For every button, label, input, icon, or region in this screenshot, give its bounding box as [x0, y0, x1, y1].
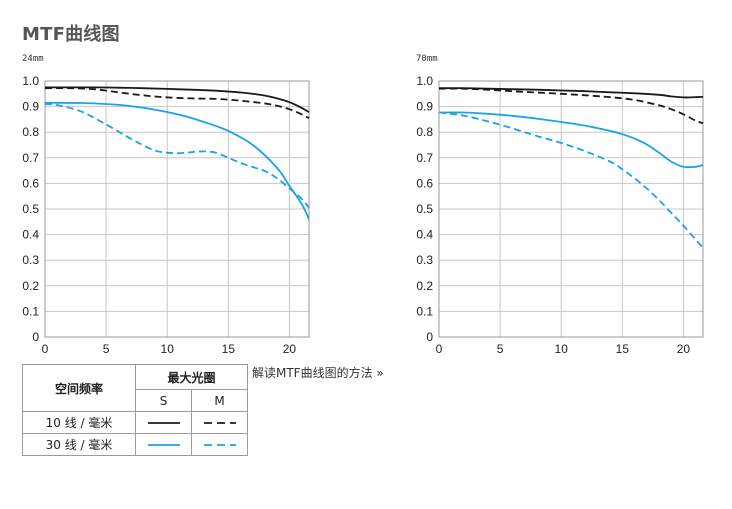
x-tick-label: 0 — [42, 342, 49, 356]
y-tick-label: 0.2 — [22, 279, 39, 293]
x-tick-label: 20 — [283, 342, 297, 356]
y-tick-label: 0.6 — [22, 176, 39, 190]
legend-row-10lp: 10 线 / 毫米 — [22, 411, 136, 434]
y-tick-label: 0 — [32, 330, 39, 344]
legend-sagittal-header: S — [135, 389, 192, 412]
x-tick-label: 5 — [103, 342, 110, 356]
x-tick-label: 15 — [222, 342, 236, 356]
page-title: MTF曲线图 — [22, 24, 120, 45]
x-tick-label: 5 — [497, 342, 504, 356]
x-tick-label: 10 — [555, 342, 569, 356]
y-tick-label: 0.4 — [416, 228, 433, 242]
y-tick-label: 1.0 — [416, 74, 433, 88]
y-tick-label: 0.5 — [22, 202, 39, 216]
y-tick-label: 0.3 — [22, 253, 39, 267]
y-tick-label: 0.1 — [416, 304, 433, 318]
series-line-10lp-s — [45, 86, 310, 113]
legend-sample-10-m — [191, 411, 248, 434]
y-tick-label: 0.2 — [416, 279, 433, 293]
series-line-30lp-m — [438, 111, 704, 249]
x-tick-label: 10 — [161, 342, 175, 356]
legend-sample-10-s — [135, 411, 192, 434]
mtf-chart-24mm: 24mm 0 0.1 0.2 0.3 0.4 0.5 0.6 0.7 0.8 0.9 1.0 0 5 10 1… — [22, 54, 310, 356]
y-tick-label: 1.0 — [22, 74, 39, 88]
x-tick-label: 15 — [616, 342, 630, 356]
plot-frame — [44, 80, 310, 338]
y-tick-label: 0.6 — [416, 176, 433, 190]
mtf-explain-link[interactable]: 解读MTF曲线图的方法 » — [252, 366, 384, 380]
y-tick-label: 0.7 — [416, 151, 433, 165]
y-tick-label: 0.9 — [22, 100, 39, 114]
legend-table: 空间频率 最大光圈 S M 10 线 / 毫米 30 线 / 毫米 — [22, 364, 248, 456]
y-tick-label: 0.7 — [22, 151, 39, 165]
series-line-30lp-s — [438, 111, 704, 169]
legend-aperture-header: 最大光圈 — [135, 364, 248, 390]
legend-row-30lp: 30 线 / 毫米 — [22, 433, 136, 456]
y-tick-label: 0.3 — [416, 253, 433, 267]
series-line-10lp-s — [438, 87, 704, 99]
plot-frame — [438, 80, 704, 338]
series-line-30lp-s — [44, 101, 310, 220]
y-tick-label: 0.1 — [22, 304, 39, 318]
legend-sample-30-m — [191, 433, 248, 456]
legend-meridional-header: M — [191, 389, 248, 412]
y-tick-label: 0.8 — [416, 125, 433, 139]
series-line-10lp-m — [438, 87, 704, 125]
chart-title: 24mm — [22, 54, 44, 64]
legend-freq-header: 空间频率 — [22, 364, 136, 412]
y-tick-label: 0.9 — [416, 100, 433, 114]
mtf-chart-70mm: 70mm 0 0.1 0.2 0.3 0.4 0.5 0.6 0.7 0.8 0.9 1.0 0 5 10 1… — [416, 54, 704, 356]
y-tick-label: 0 — [426, 330, 433, 344]
series-line-10lp-m — [44, 87, 310, 119]
chart-title: 70mm — [416, 54, 438, 64]
x-tick-label: 0 — [436, 342, 443, 356]
y-tick-label: 0.5 — [416, 202, 433, 216]
y-tick-label: 0.4 — [22, 228, 39, 242]
legend-sample-30-s — [135, 433, 192, 456]
y-tick-label: 0.8 — [22, 125, 39, 139]
x-tick-label: 20 — [677, 342, 691, 356]
series-line-30lp-m — [44, 103, 310, 209]
